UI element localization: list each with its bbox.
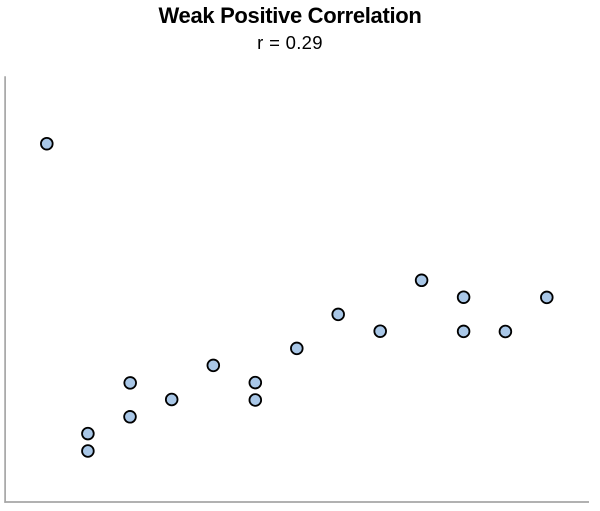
svg-text:Weak Positive Correlation: Weak Positive Correlation [158,3,421,28]
svg-text:r = 0.29: r = 0.29 [257,32,323,53]
